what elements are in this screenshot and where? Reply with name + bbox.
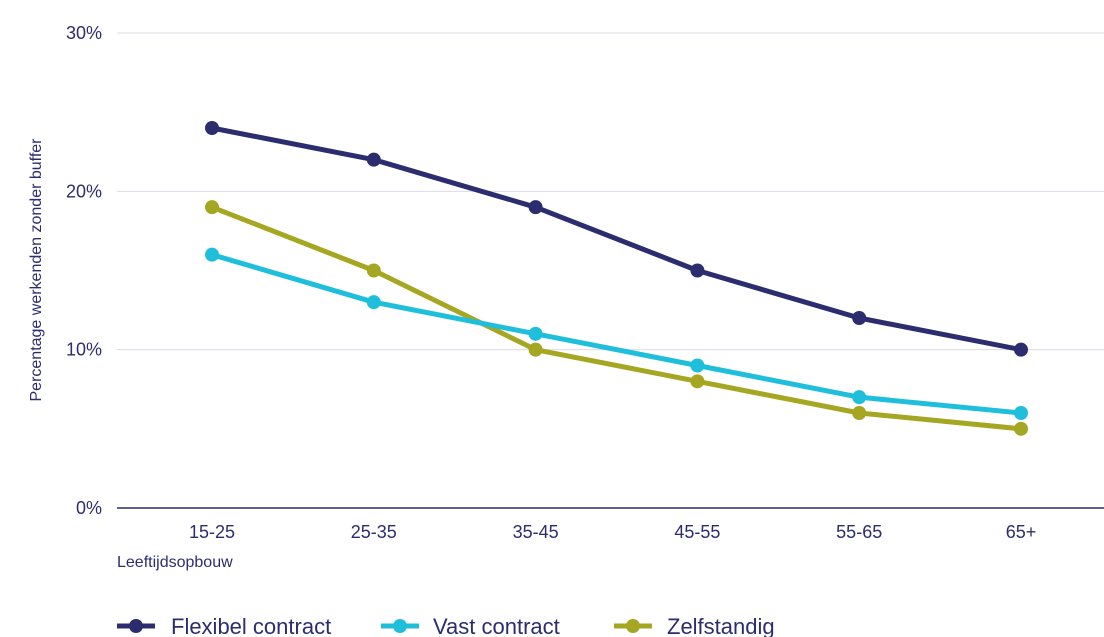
gridlines <box>117 32 1104 509</box>
series-2 <box>205 200 1028 436</box>
y-axis-title: Percentage werkenden zonder buffer <box>28 138 45 402</box>
data-point <box>1014 421 1028 436</box>
legend-label: Zelfstandig <box>667 614 775 637</box>
legend-item: Vast contract <box>381 614 560 637</box>
y-tick-label: 30% <box>66 23 102 43</box>
y-tick-label: 10% <box>66 340 102 360</box>
legend: Flexibel contract Vast contract Zelfstandi… <box>117 614 775 637</box>
legend-swatch-marker <box>393 619 407 633</box>
data-point <box>690 374 705 389</box>
data-point <box>852 390 867 405</box>
data-point <box>690 358 705 373</box>
series-0 <box>205 121 1028 357</box>
legend-label: Flexibel contract <box>171 614 331 637</box>
data-point <box>1014 342 1028 357</box>
y-tick-label: 20% <box>66 181 102 201</box>
series-1 <box>205 247 1028 420</box>
data-point <box>528 200 543 215</box>
data-point <box>205 121 219 135</box>
x-axis-title: Leeftijdsopbouw <box>117 554 233 571</box>
series-lines <box>205 121 1028 436</box>
data-point <box>205 247 219 262</box>
data-point <box>366 295 381 310</box>
series-line <box>209 204 1024 432</box>
x-tick-label: 25-35 <box>351 522 397 542</box>
y-tick-labels: 0% 10% 20% 30% <box>66 23 102 518</box>
x-tick-label: 65+ <box>1006 522 1037 542</box>
data-point <box>852 406 867 420</box>
legend-swatch-marker <box>129 619 143 633</box>
data-point <box>690 263 705 278</box>
legend-swatch-marker <box>626 619 640 633</box>
data-point <box>528 326 543 341</box>
legend-item: Zelfstandig <box>614 614 775 637</box>
series-line <box>209 125 1024 353</box>
x-tick-label: 15-25 <box>189 522 235 542</box>
legend-label: Vast contract <box>433 614 560 637</box>
data-point <box>1014 406 1028 420</box>
data-point <box>366 263 381 278</box>
x-tick-label: 55-65 <box>836 522 882 542</box>
data-point <box>852 311 867 325</box>
x-tick-label: 45-55 <box>674 522 720 542</box>
data-point <box>205 200 219 215</box>
x-tick-label: 35-45 <box>513 522 559 542</box>
y-tick-label: 0% <box>76 498 102 518</box>
legend-item: Flexibel contract <box>117 614 331 637</box>
series-line <box>209 252 1024 416</box>
data-point <box>528 342 543 357</box>
x-tick-labels: 15-25 25-35 35-45 45-55 55-65 65+ <box>189 522 1036 542</box>
data-point <box>366 152 381 167</box>
